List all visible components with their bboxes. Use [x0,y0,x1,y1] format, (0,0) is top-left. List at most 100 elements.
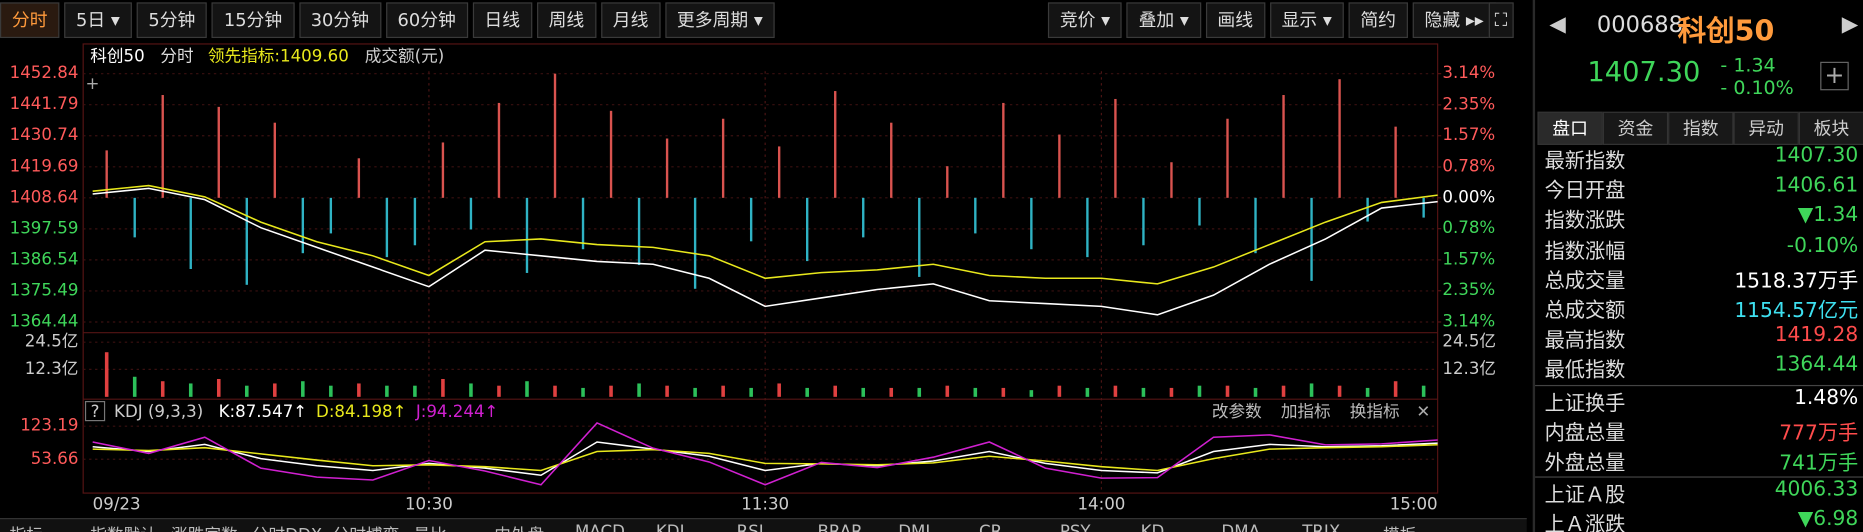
bottom-tab[interactable]: 涨跌家数 [171,523,238,532]
side-tab[interactable]: 盘口 [1537,111,1603,145]
bottom-tab[interactable]: TRIX [1302,523,1340,532]
breadth-bar [525,197,529,273]
tool-button[interactable]: 显示 ▾ [1269,2,1344,39]
volume-bar [777,383,781,397]
row-value: 741万手 [1779,451,1859,476]
volume-bar [160,381,165,397]
row-label: 上证换手 [1544,391,1626,416]
row-label: 今日开盘 [1544,179,1626,204]
breadth-bar [890,122,893,198]
nav-right[interactable]: ▶ [1841,11,1859,37]
y2-tick-label: 0.00% [1442,187,1495,206]
series-line [92,441,1438,477]
tool-button[interactable]: 简约 [1348,2,1408,39]
volume-bar [469,383,473,397]
volume-bar [973,387,978,397]
volume-bar [1365,387,1370,397]
volume-bar [749,387,753,397]
bottom-tab[interactable]: 分时DDX [252,523,322,532]
volume-bar [1225,385,1230,397]
breadth-bar [441,142,445,198]
bottom-tab[interactable]: 内外盘 [494,523,544,532]
breadth-bar [1114,98,1117,198]
side-tab[interactable]: 板块 [1798,111,1863,145]
tool-button[interactable]: 竞价 ▾ [1047,2,1122,39]
stock-name: 科创50 [1677,14,1775,48]
x-tick-label: 09/23 [93,494,141,513]
bottom-tab[interactable]: 模板 [1383,523,1416,532]
breadth-bar [1394,126,1397,198]
bottom-tab[interactable]: DMA [1221,523,1260,532]
volume-bar [1113,385,1118,397]
breadth-bar [189,197,192,270]
kdj-label: J:94.244↑ [415,402,499,421]
y-tick-label: 1452.84 [10,63,79,82]
period-tab[interactable]: 30分钟 [298,2,381,39]
bottom-tab[interactable]: RSI [737,523,764,532]
bottom-tab[interactable]: CR [979,523,1002,532]
period-tab[interactable]: 月线 [600,2,661,39]
x-tick-label: 11:30 [741,494,789,513]
kdj-action[interactable]: 加指标 [1281,402,1331,421]
volume-bar [329,385,333,397]
zoom-plus: + [86,74,100,93]
fullscreen-icon[interactable]: ⛶ [1488,2,1514,39]
period-tab[interactable]: 15分钟 [211,2,295,39]
volume-bar [917,387,922,397]
kdj-close[interactable]: ✕ [1416,402,1430,421]
side-tab[interactable]: 异动 [1733,111,1799,145]
tool-button[interactable]: 隐藏 ▸▸ [1412,2,1496,39]
info-row: 最高指数 1419.28 [1545,323,1859,353]
bottom-tabs: 指标 指数默认 涨跌家数 分时DDX 分时博弈 量比 内外盘 MACD KDJ RSI BRAR DM… [0,518,1527,532]
y2-tick-label: 0.78% [1442,156,1495,175]
row-value: 1364.44 [1774,353,1859,378]
y-tick-label: 1386.54 [10,249,79,268]
breadth-bar [413,197,417,246]
row-label: 最高指数 [1544,329,1626,354]
period-tab[interactable]: 日线 [472,2,532,39]
tool-button[interactable]: 叠加 ▾ [1126,2,1201,39]
volume-bar [1029,390,1034,397]
bottom-tab[interactable]: 指标 [10,523,43,532]
series-line [92,422,1438,486]
bottom-tab[interactable]: 量比 [413,523,446,532]
volume-bar [861,387,866,397]
bottom-tab[interactable]: DMI [898,523,930,532]
bottom-tab[interactable]: 指数默认 [90,523,157,532]
x-tick-label: 14:00 [1077,494,1125,513]
bottom-tab[interactable]: 分时博弈 [333,523,400,532]
frame [82,43,1439,494]
bottom-tab[interactable]: KD [1141,523,1165,532]
side-tab[interactable]: 指数 [1668,111,1734,145]
breadth-bar [777,146,781,198]
volume-bar [1057,385,1062,397]
series-line [92,184,1438,285]
volume-bar [1169,387,1174,397]
bottom-tab[interactable]: BRAR [817,523,862,532]
period-tab[interactable]: 分时 [0,2,60,39]
period-tab[interactable]: 60分钟 [385,2,468,39]
y-tick-label: 1408.64 [10,187,79,206]
breadth-bar [1422,197,1425,218]
period-tab[interactable]: 5日 ▾ [64,2,132,39]
kdj-action[interactable]: 改参数 [1212,402,1262,421]
tool-button[interactable]: 画线 [1205,2,1265,39]
add-button[interactable]: + [1820,61,1849,91]
kdj-label: K:87.547↑ [219,402,308,421]
side-tab[interactable]: 资金 [1602,111,1669,145]
volume-bar [1085,387,1090,397]
y2-tick-label: 1.57% [1442,125,1495,144]
row-value: ▼6.98 [1797,507,1859,532]
row-value: 1406.61 [1774,173,1859,198]
nav-left[interactable]: ◀ [1549,11,1566,37]
volume-bar [385,385,389,397]
bottom-tab[interactable]: KDJ [656,523,685,532]
row-label: 总成交额 [1544,299,1626,324]
period-tab[interactable]: 更多周期 ▾ [665,2,775,39]
bottom-tab[interactable]: MACD [575,523,625,532]
bottom-tab[interactable]: PSY [1060,523,1091,532]
kdj-action[interactable]: 换指标 [1350,402,1400,421]
period-tab[interactable]: 周线 [536,2,597,39]
period-tab[interactable]: 5分钟 [136,2,208,39]
